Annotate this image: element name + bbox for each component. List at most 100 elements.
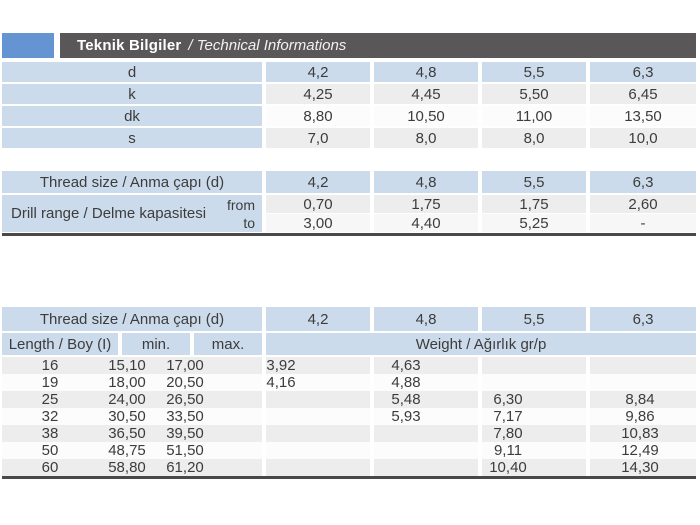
spacer [214, 442, 262, 459]
weight-value-6-3: 10,83 [590, 425, 696, 442]
weight-value-4-2: 4,16 [266, 374, 370, 391]
dimension-value: 10,0 [590, 128, 696, 148]
dimension-value: 10,50 [374, 106, 478, 126]
weight-header: Weight / Ağırlık gr/p [266, 333, 696, 355]
table-row: 16 15,10 17,00 3,92 4,63 [2, 357, 696, 374]
weight-value-6-3: 8,84 [590, 391, 696, 408]
dimension-value: 6,3 [590, 62, 696, 82]
dimension-value: 11,00 [482, 106, 586, 126]
dimension-value: 5,5 [482, 62, 586, 82]
drill-range-table: Thread size / Anma çapı (d) 4,2 4,8 5,5 6,3… [2, 171, 696, 232]
dimension-label: k [2, 84, 262, 104]
weight-value-4-8: 5,48 [374, 391, 478, 408]
weight-value-4-2 [266, 425, 370, 442]
dimension-value: 4,45 [374, 84, 478, 104]
min-value: 36,50 [108, 425, 146, 442]
weight-value-6-3: 14,30 [590, 459, 696, 476]
from-to-labels: from to [227, 196, 255, 232]
size-header-cell: 6,3 [590, 307, 696, 331]
bottom-rule [2, 476, 696, 479]
drill-value-cell: 1,75 [374, 195, 478, 213]
dimension-value: 5,50 [482, 84, 586, 104]
weight-value-5-5: 6,30 [482, 391, 586, 408]
dimension-label: d [2, 62, 262, 82]
min-value: 15,10 [108, 357, 146, 374]
max-value: 61,20 [166, 459, 204, 476]
weight-value-4-8: 4,63 [374, 357, 478, 374]
min-value: 30,50 [108, 408, 146, 425]
drill-value-cell: - [590, 214, 696, 232]
length-min-max-block: 25 24,00 26,50 [2, 391, 262, 408]
table-row: dk 8,80 10,50 11,00 13,50 [2, 106, 696, 126]
length-min-max-block: 16 15,10 17,00 [2, 357, 262, 374]
from-label: from [227, 196, 255, 213]
table-row: 25 24,00 26,50 5,48 6,30 8,84 [2, 391, 696, 408]
max-value: 20,50 [166, 374, 204, 391]
table-row: 60 58,80 61,20 10,40 14,30 [2, 459, 696, 476]
max-value: 39,50 [166, 425, 204, 442]
drill-value-cell: 0,70 [266, 195, 370, 213]
dimension-value: 4,2 [266, 62, 370, 82]
weight-value-4-2 [266, 442, 370, 459]
dimension-value: 6,45 [590, 84, 696, 104]
length-value: 60 [41, 459, 59, 476]
weight-value-5-5 [482, 374, 586, 391]
spacer [214, 374, 262, 391]
dimension-value: 7,0 [266, 128, 370, 148]
weight-value-6-3: 9,86 [590, 408, 696, 425]
weight-table-body: 16 15,10 17,00 3,92 4,63 19 18,00 20,50 … [2, 357, 696, 476]
dimension-value: 4,25 [266, 84, 370, 104]
dimension-label: dk [2, 106, 262, 126]
max-value: 51,50 [166, 442, 204, 459]
length-weight-table: Thread size / Anma çapı (d) 4,2 4,8 5,5 6,3… [2, 307, 696, 476]
length-min-max-block: 19 18,00 20,50 [2, 374, 262, 391]
size-header-cell: 4,8 [374, 171, 478, 193]
length-value: 32 [41, 408, 59, 425]
weight-value-4-2: 3,92 [266, 357, 370, 374]
min-value: 24,00 [108, 391, 146, 408]
length-value: 50 [41, 442, 59, 459]
thread-size-header: Thread size / Anma çapı (d) [2, 171, 262, 193]
drill-value-cell: 4,40 [374, 214, 478, 232]
length-value: 19 [41, 374, 59, 391]
section-title-english: / Technical Informations [188, 37, 347, 54]
dimension-label: s [2, 128, 262, 148]
spacer [214, 408, 262, 425]
divider-rule [2, 233, 696, 236]
size-header-cell: 4,8 [374, 307, 478, 331]
table-row: 50 48,75 51,50 9,11 12,49 [2, 442, 696, 459]
dimension-value: 8,80 [266, 106, 370, 126]
weight-value-5-5 [482, 357, 586, 374]
min-value: 18,00 [108, 374, 146, 391]
dimension-value: 4,8 [374, 62, 478, 82]
min-header: min. [122, 333, 190, 355]
spacer [214, 391, 262, 408]
thread-size-header-2: Thread size / Anma çapı (d) [2, 307, 262, 331]
weight-value-4-8: 4,88 [374, 374, 478, 391]
weight-value-4-8 [374, 442, 478, 459]
weight-value-4-8: 5,93 [374, 408, 478, 425]
weight-value-4-8 [374, 425, 478, 442]
weight-table-header-row: Thread size / Anma çapı (d) 4,2 4,8 5,5 6,3 [2, 307, 696, 331]
weight-value-5-5: 7,80 [482, 425, 586, 442]
length-min-max-block: 50 48,75 51,50 [2, 442, 262, 459]
length-value: 38 [41, 425, 59, 442]
dimension-value: 13,50 [590, 106, 696, 126]
table-row: d 4,2 4,8 5,5 6,3 [2, 62, 696, 82]
max-value: 26,50 [166, 391, 204, 408]
length-header: Length / Boy (I) [2, 333, 118, 355]
length-min-max-block: 60 58,80 61,20 [2, 459, 262, 476]
section-title-bar: Teknik Bilgiler / Technical Informations [60, 33, 696, 58]
spacer [214, 459, 262, 476]
size-header-cell: 5,5 [482, 307, 586, 331]
weight-value-5-5: 7,17 [482, 408, 586, 425]
weight-value-5-5: 9,11 [482, 442, 586, 459]
drill-table-body: Drill range / Delme kapasitesi from to 0… [2, 195, 696, 232]
min-value: 58,80 [108, 459, 146, 476]
weight-value-4-2 [266, 391, 370, 408]
to-label: to [243, 214, 255, 231]
table-row: 19 18,00 20,50 4,16 4,88 [2, 374, 696, 391]
weight-value-4-2 [266, 459, 370, 476]
weight-value-4-2 [266, 408, 370, 425]
